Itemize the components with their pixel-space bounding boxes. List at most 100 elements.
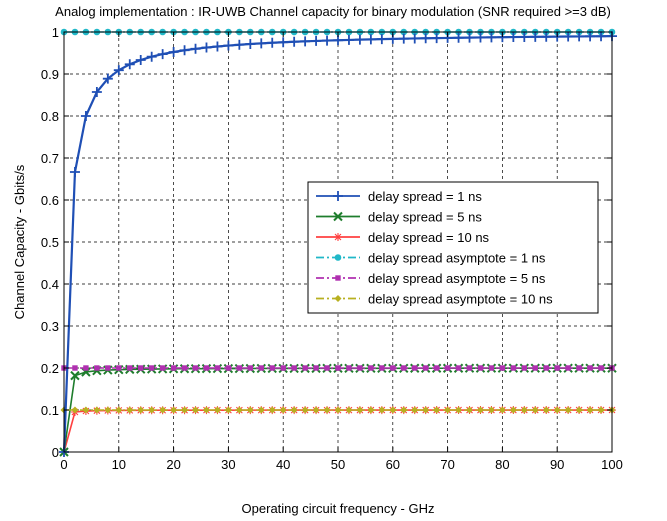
data-point (82, 406, 90, 414)
data-point (246, 406, 254, 414)
data-point (302, 365, 308, 371)
data-point (70, 370, 80, 381)
data-point (412, 365, 418, 371)
legend: delay spread = 1 ns delay spread = 5 ns de… (307, 181, 599, 314)
data-point (455, 406, 463, 414)
y-tick-label: 0.4 (41, 277, 59, 292)
data-point (564, 406, 572, 414)
data-point (313, 365, 319, 371)
legend-label: delay spread = 1 ns (368, 189, 482, 204)
data-point (179, 45, 190, 56)
data-point (291, 365, 297, 371)
data-point (343, 34, 354, 45)
data-point (411, 406, 419, 414)
data-point (486, 32, 497, 43)
data-point (115, 406, 123, 414)
data-point (267, 37, 278, 48)
data-point (138, 365, 144, 371)
data-point (453, 32, 464, 43)
data-point (597, 406, 605, 414)
data-point (181, 365, 188, 371)
data-point (422, 406, 430, 414)
data-point (72, 365, 78, 371)
data-point (487, 406, 495, 414)
data-point (356, 406, 364, 414)
data-point (105, 365, 111, 371)
data-point (378, 406, 386, 414)
data-point (433, 406, 441, 414)
data-point (464, 32, 475, 43)
axis-ticks: 0 10 20 30 40 50 60 70 80 90 100 0 0.1 0.2 0.3 0.4 0.5 0.… (41, 25, 623, 472)
x-tick-label: 40 (276, 457, 290, 472)
data-point (367, 406, 375, 414)
y-tick-label: 0.8 (41, 109, 59, 124)
data-point (455, 365, 462, 371)
data-point (389, 406, 397, 414)
data-point (368, 365, 374, 371)
data-point (510, 365, 517, 371)
data-point (431, 33, 442, 44)
data-point (159, 406, 167, 414)
data-point (530, 31, 541, 42)
chart-title: Analog implementation : IR-UWB Channel c… (55, 4, 611, 19)
data-point (379, 365, 385, 371)
data-point (269, 365, 275, 371)
data-point (91, 87, 102, 97)
data-point (245, 39, 256, 49)
data-point (422, 365, 429, 371)
data-point (444, 365, 451, 371)
data-point (181, 406, 189, 414)
x-tick-label: 80 (495, 457, 509, 472)
data-point (268, 406, 276, 414)
data-point (398, 33, 409, 44)
data-point (335, 365, 341, 371)
x-tick-label: 0 (60, 457, 67, 472)
data-point (596, 31, 607, 42)
data-point (127, 365, 133, 371)
data-point (116, 365, 122, 371)
data-point (519, 31, 530, 42)
legend-label: delay spread asymptote = 1 ns (368, 251, 546, 266)
legend-label: delay spread = 10 ns (368, 230, 490, 245)
data-point (532, 365, 538, 371)
data-point (357, 365, 363, 371)
series-5 (60, 406, 616, 414)
data-point (203, 365, 210, 371)
y-tick-label: 1 (52, 25, 59, 40)
data-point (466, 365, 473, 371)
data-point (279, 406, 287, 414)
data-point (258, 365, 264, 371)
y-tick-label: 0.6 (41, 193, 59, 208)
x-tick-label: 50 (331, 457, 345, 472)
legend-box (307, 181, 599, 314)
data-point (541, 31, 552, 42)
legend-label: delay spread asymptote = 10 ns (368, 292, 553, 307)
data-point (476, 406, 484, 414)
data-point (585, 31, 596, 42)
x-axis-label: Operating circuit frequency - GHz (242, 501, 435, 516)
data-point (289, 36, 300, 47)
data-point (214, 365, 221, 371)
data-point (94, 365, 100, 371)
data-point (201, 42, 212, 53)
data-point (126, 406, 134, 414)
legend-swatch-marker (333, 211, 343, 222)
legend-swatch-marker (334, 233, 342, 241)
data-point (135, 55, 146, 65)
y-tick-label: 0.1 (41, 403, 59, 418)
data-point (137, 406, 145, 414)
legend-swatch-marker (335, 275, 341, 281)
y-tick-label: 0.3 (41, 319, 59, 334)
data-point (192, 406, 200, 414)
data-point (563, 31, 574, 42)
data-point (390, 365, 396, 371)
x-tick-label: 60 (386, 457, 400, 472)
data-point (69, 167, 80, 177)
data-point (508, 32, 519, 43)
data-point (553, 406, 561, 414)
data-point (256, 38, 267, 49)
data-point (365, 34, 376, 45)
data-point (301, 406, 309, 414)
data-point (300, 36, 311, 47)
